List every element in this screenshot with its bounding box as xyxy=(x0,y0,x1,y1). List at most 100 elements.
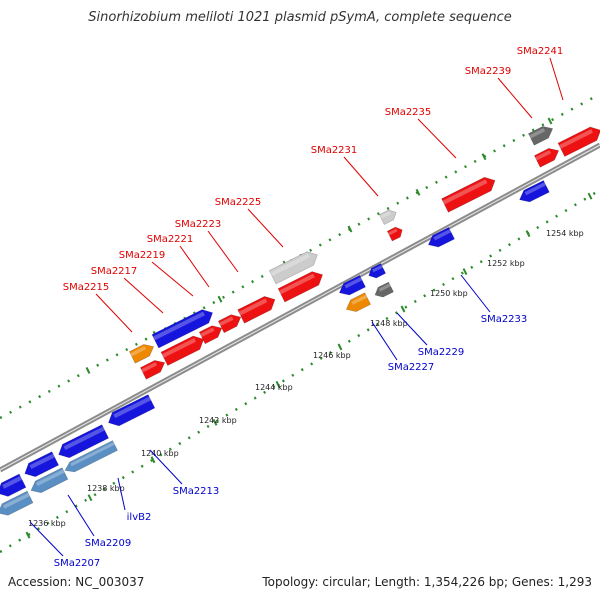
gene-arrow xyxy=(386,226,403,242)
gene-labels: SMa2215 SMa2217 SMa2219 SMa2221 SMa2223 SMa22… xyxy=(29,46,564,569)
forward-gene-label: SMa2239 xyxy=(465,66,512,77)
gene-arrow-shine xyxy=(29,453,55,469)
gene-arrow-shine xyxy=(238,298,268,316)
reverse-leader-line xyxy=(396,312,428,346)
reverse-major-tick-9 xyxy=(587,192,593,200)
gene-arrow xyxy=(374,281,394,298)
gene-arrow-shine xyxy=(63,426,105,450)
reverse-major-tick-7 xyxy=(462,268,468,276)
reverse-leader-line xyxy=(371,321,398,361)
gene-arrow-shine xyxy=(279,273,315,295)
gene-arrow-shine xyxy=(442,179,488,205)
scale-tick-label: 1248 kbp xyxy=(370,319,408,328)
gene-arrow xyxy=(198,325,223,345)
gene-arrow-shine xyxy=(344,277,363,289)
forward-leader-line xyxy=(151,261,194,297)
forward-gene-label: SMa2221 xyxy=(147,234,194,245)
gene-arrow-shine xyxy=(70,442,115,467)
gene-arrow-shine xyxy=(219,316,234,326)
backbone-highlight xyxy=(0,144,600,471)
forward-gene-label: SMa2217 xyxy=(91,266,138,277)
plasmid-backbone xyxy=(0,142,600,473)
reverse-gene-label: ilvB2 xyxy=(127,512,152,523)
reverse-gene-label: SMa2207 xyxy=(54,558,101,569)
scale-tick-label: 1238 kbp xyxy=(87,484,125,493)
reverse-leader-line xyxy=(117,477,126,511)
forward-gene-label: SMa2225 xyxy=(215,197,262,208)
forward-major-tick-5 xyxy=(415,188,421,196)
scale-tick-label: 1252 kbp xyxy=(487,259,525,268)
gene-arrow-shine xyxy=(162,338,196,358)
reverse-major-tick-0 xyxy=(25,531,31,539)
gene-arrow xyxy=(268,251,318,285)
forward-major-tick-6 xyxy=(481,153,487,161)
gene-arrow xyxy=(427,226,455,248)
forward-gene-label: SMa2235 xyxy=(385,107,432,118)
scale-tick-label: 1244 kbp xyxy=(255,383,293,392)
reverse-track-dots xyxy=(0,188,600,554)
scale-tick-label: 1240 kbp xyxy=(141,449,179,458)
reverse-major-tick-1 xyxy=(87,494,93,502)
scale-tick-label: 1250 kbp xyxy=(430,289,468,298)
reverse-gene-label: SMa2233 xyxy=(481,314,528,325)
forward-major-tick-0 xyxy=(85,367,91,374)
gene-arrow xyxy=(277,271,323,303)
forward-leader-line xyxy=(95,293,133,333)
forward-leader-line xyxy=(207,230,239,273)
reverse-leader-line xyxy=(67,494,95,537)
gene-arrow xyxy=(58,424,110,459)
gene-arrow-shine xyxy=(141,362,158,373)
gene-arrow xyxy=(527,126,554,146)
scale-tick-label: 1236 kbp xyxy=(28,519,66,528)
reverse-gene-label: SMa2213 xyxy=(173,486,220,497)
forward-leader-line xyxy=(343,156,379,197)
scale-tick-label: 1242 kbp xyxy=(199,416,237,425)
reverse-major-tick-6 xyxy=(400,305,406,313)
forward-major-tick-7 xyxy=(547,117,553,125)
gene-arrow-shine xyxy=(433,229,452,241)
gene-arrow-shine xyxy=(529,128,546,139)
reverse-leader-line xyxy=(460,274,491,313)
reverse-major-tick-4 xyxy=(275,380,281,388)
reverse-gene-label: SMa2229 xyxy=(418,347,465,358)
gene-arrow-shine xyxy=(372,265,383,273)
gene-arrow xyxy=(519,180,550,203)
gene-arrow-shine xyxy=(351,294,368,305)
forward-leader-line xyxy=(549,57,564,101)
gene-arrow xyxy=(338,274,366,296)
forward-gene-label: SMa2223 xyxy=(175,219,222,230)
gene-arrow-shine xyxy=(270,253,310,277)
gene-arrow xyxy=(139,360,166,380)
gene-arrow xyxy=(30,467,69,494)
gene-arrow-shine xyxy=(153,311,205,341)
gene-arrow-shine xyxy=(130,346,147,357)
scale-tick-label: 1246 kbp xyxy=(313,351,351,360)
forward-leader-line xyxy=(497,77,533,119)
gene-arrow-shine xyxy=(388,228,398,236)
reverse-gene-label: SMa2227 xyxy=(388,362,435,373)
gene-features xyxy=(0,126,600,516)
gene-arrow xyxy=(378,209,397,225)
forward-leader-line xyxy=(179,245,210,288)
forward-gene-label: SMa2219 xyxy=(119,250,166,261)
scale-ticks: 1236 kbp 1238 kbp 1240 kbp 1242 kbp 1244 kbp… xyxy=(28,229,584,528)
forward-leader-line xyxy=(247,208,284,248)
sequence-summary: Topology: circular; Length: 1,354,226 bp… xyxy=(262,575,592,589)
reverse-major-tick-8 xyxy=(525,230,531,238)
reverse-major-tick-3 xyxy=(212,418,218,426)
gene-arrow-shine xyxy=(113,396,151,419)
scale-tick-label: 1254 kbp xyxy=(546,229,584,238)
gene-arrow xyxy=(533,148,560,168)
gene-arrow-shine xyxy=(535,150,552,161)
gene-arrow-shine xyxy=(378,283,391,292)
gene-arrow xyxy=(0,473,27,497)
gene-arrow-shine xyxy=(2,476,23,489)
forward-gene-label: SMa2231 xyxy=(311,145,358,156)
track-dots xyxy=(0,92,600,554)
gene-arrow xyxy=(217,314,242,334)
gene-arrow xyxy=(237,296,276,324)
gene-arrow xyxy=(160,335,205,366)
gene-arrow-shine xyxy=(559,129,593,149)
reverse-gene-label: SMa2209 xyxy=(85,538,132,549)
gene-arrow xyxy=(441,176,496,213)
